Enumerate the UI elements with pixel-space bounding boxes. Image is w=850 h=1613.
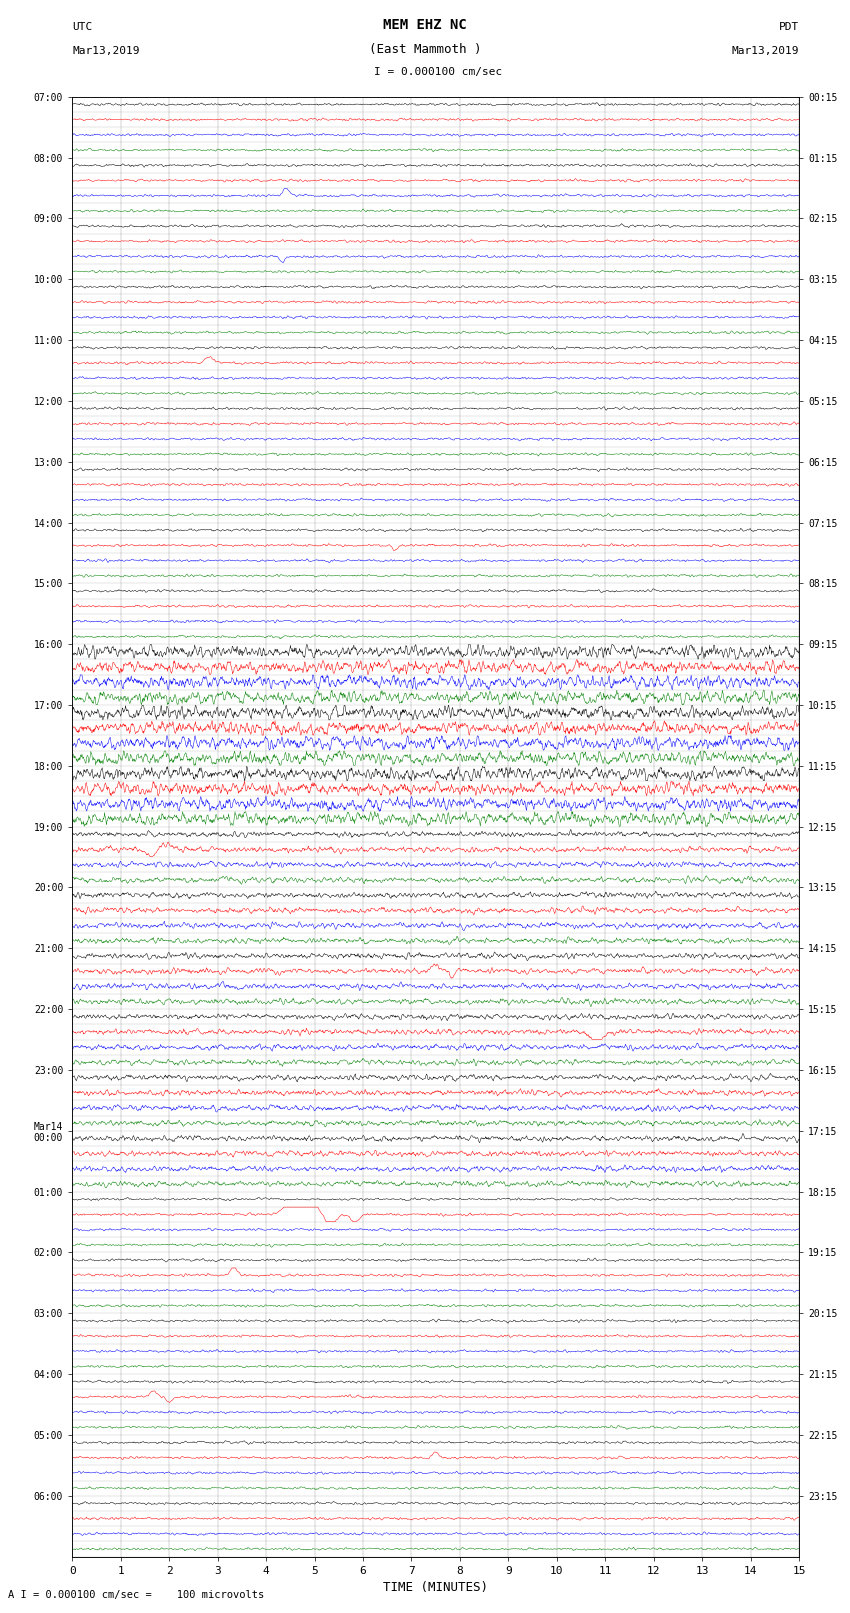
Text: (East Mammoth ): (East Mammoth )	[369, 44, 481, 56]
Text: I = 0.000100 cm/sec: I = 0.000100 cm/sec	[374, 68, 502, 77]
X-axis label: TIME (MINUTES): TIME (MINUTES)	[383, 1581, 488, 1594]
Text: A I = 0.000100 cm/sec =    100 microvolts: A I = 0.000100 cm/sec = 100 microvolts	[8, 1590, 264, 1600]
Text: UTC: UTC	[72, 23, 93, 32]
Text: Mar13,2019: Mar13,2019	[72, 47, 139, 56]
Text: MEM EHZ NC: MEM EHZ NC	[383, 18, 467, 32]
Text: PDT: PDT	[779, 23, 799, 32]
Text: Mar13,2019: Mar13,2019	[732, 47, 799, 56]
